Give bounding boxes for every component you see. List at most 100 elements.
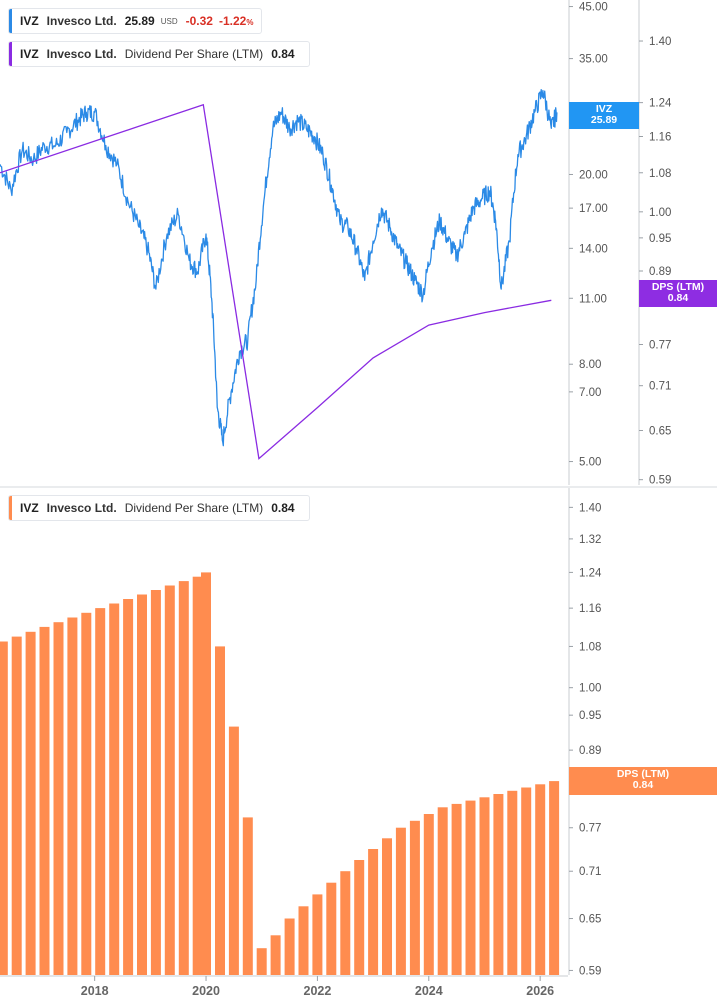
top-left-axis-tick-label: 5.00: [579, 457, 601, 469]
top-right-axis-tick-label: 0.95: [649, 233, 671, 245]
x-axis-tick-label: 2018: [81, 984, 109, 998]
dps-bar: [215, 646, 225, 975]
x-axis-tick-label: 2020: [192, 984, 220, 998]
dps-bar: [256, 948, 267, 975]
dps-bar: [201, 572, 211, 975]
dps-bar: [479, 797, 490, 975]
price-legend-company: Invesco Ltd.: [46, 14, 117, 28]
bottom-axis-tick-label: 0.77: [579, 823, 601, 835]
price-legend-ticker: IVZ: [20, 14, 39, 28]
dps-bar: [409, 820, 420, 975]
top-right-axis-tick-label: 0.71: [649, 381, 671, 393]
price-tag-label: IVZ: [595, 103, 613, 115]
dps-bottom-legend-company: Invesco Ltd.: [46, 501, 117, 515]
top-left-axis-tick-label: 11.00: [579, 293, 607, 305]
dps-tag-top-value: 0.84: [667, 292, 689, 304]
dps-top-legend-value: 0.84: [271, 47, 295, 61]
bottom-axis-tick-label: 0.65: [579, 914, 601, 926]
dps-top-legend-metric: Dividend Per Share (LTM): [124, 47, 264, 61]
dps-bar: [437, 807, 448, 975]
dps-tag-bottom: DPS (LTM) 0.84: [569, 767, 717, 795]
dps-bottom-legend-metric: Dividend Per Share (LTM): [124, 501, 264, 515]
dps-bar: [521, 787, 532, 975]
dps-bar: [535, 784, 546, 975]
dps-bar: [395, 827, 406, 975]
dps-bar: [340, 871, 351, 975]
dps-bar: [228, 726, 239, 975]
top-right-axis-tick-label: 1.40: [649, 36, 671, 48]
bottom-axis-tick-label: 0.59: [579, 965, 601, 977]
dps-bottom-legend[interactable]: IVZ Invesco Ltd. Dividend Per Share (LTM…: [8, 495, 310, 521]
x-axis-tick-label: 2026: [526, 984, 554, 998]
top-right-axis-tick-label: 0.65: [649, 426, 671, 438]
price-series-line: [0, 89, 558, 447]
top-left-axis-tick-label: 45.00: [579, 2, 608, 14]
price-legend-change-pct-value: -1.22: [218, 14, 247, 28]
price-tag: IVZ 25.89: [569, 102, 639, 129]
price-legend[interactable]: IVZ Invesco Ltd. 25.89 USD -0.32 -1.22%: [8, 8, 263, 34]
top-right-axis-tick-label: 0.89: [649, 266, 671, 278]
dps-top-legend-swatch: [9, 42, 12, 66]
dps-bar: [270, 935, 281, 975]
dps-tag-top-label: DPS (LTM): [651, 281, 705, 293]
top-right-axis-tick-label: 1.24: [649, 98, 672, 110]
dps-bottom-legend-ticker: IVZ: [20, 501, 39, 515]
price-tag-value: 25.89: [590, 114, 618, 126]
bottom-axis-tick-label: 1.32: [579, 534, 601, 546]
bottom-axis-tick-label: 1.00: [579, 683, 601, 695]
dps-tag-top: DPS (LTM) 0.84: [639, 280, 717, 307]
x-axis-tick-label: 2024: [415, 984, 443, 998]
dps-bar: [25, 631, 36, 975]
dps-bar: [382, 838, 392, 975]
price-legend-currency: USD: [160, 16, 178, 26]
dps-bar: [123, 599, 134, 975]
dps-bar: [178, 581, 189, 975]
dps-bar: [67, 617, 78, 975]
top-right-axis-tick-label: 1.00: [649, 207, 671, 219]
dps-bar: [192, 576, 203, 975]
dps-bar: [354, 860, 365, 975]
top-right-axis-tick-label: 1.08: [649, 168, 671, 180]
price-legend-pct-sign: %: [246, 18, 254, 27]
top-left-axis-tick-label: 20.00: [579, 169, 608, 181]
dps-bar: [284, 918, 295, 975]
bottom-axis-tick-label: 0.89: [579, 745, 601, 757]
dps-bar: [242, 817, 253, 975]
bottom-axis-tick-label: 1.24: [579, 567, 602, 579]
dps-bar: [109, 603, 120, 975]
top-left-axis-tick-label: 7.00: [579, 387, 601, 399]
dps-bottom-legend-value: 0.84: [271, 501, 295, 515]
dps-series-line: [0, 103, 552, 460]
dps-bar: [312, 894, 323, 975]
dps-bar: [0, 641, 8, 975]
dps-bar: [81, 612, 92, 975]
top-left-axis-tick-label: 8.00: [579, 359, 601, 371]
dps-top-legend-company: Invesco Ltd.: [46, 47, 117, 61]
x-axis-tick-label: 2022: [304, 984, 332, 998]
price-legend-swatch: [9, 9, 12, 33]
dps-bar: [368, 849, 379, 975]
top-left-axis-tick-label: 14.00: [579, 243, 608, 255]
dps-bar: [423, 814, 434, 975]
dps-bar: [150, 590, 161, 975]
dps-bar: [298, 906, 309, 975]
dps-bar: [451, 803, 462, 975]
dps-bar: [95, 608, 106, 975]
dps-bar: [137, 594, 147, 975]
price-legend-change-pct: -1.22%: [219, 14, 253, 28]
dps-top-legend[interactable]: IVZ Invesco Ltd. Dividend Per Share (LTM…: [8, 41, 310, 67]
dps-top-legend-ticker: IVZ: [20, 47, 39, 61]
price-legend-value: 25.89: [124, 14, 155, 28]
bottom-axis-tick-label: 0.95: [579, 710, 601, 722]
bottom-axis-tick-label: 0.71: [579, 866, 601, 878]
dps-bar: [493, 794, 504, 975]
bottom-axis-tick-label: 1.08: [579, 641, 601, 653]
dps-tag-bottom-label: DPS (LTM): [616, 768, 670, 780]
dps-bar: [39, 626, 50, 975]
dps-bar: [164, 585, 175, 975]
dps-bar: [465, 800, 476, 975]
price-legend-change: -0.32: [185, 14, 213, 28]
top-right-axis-tick-label: 0.77: [649, 340, 671, 352]
